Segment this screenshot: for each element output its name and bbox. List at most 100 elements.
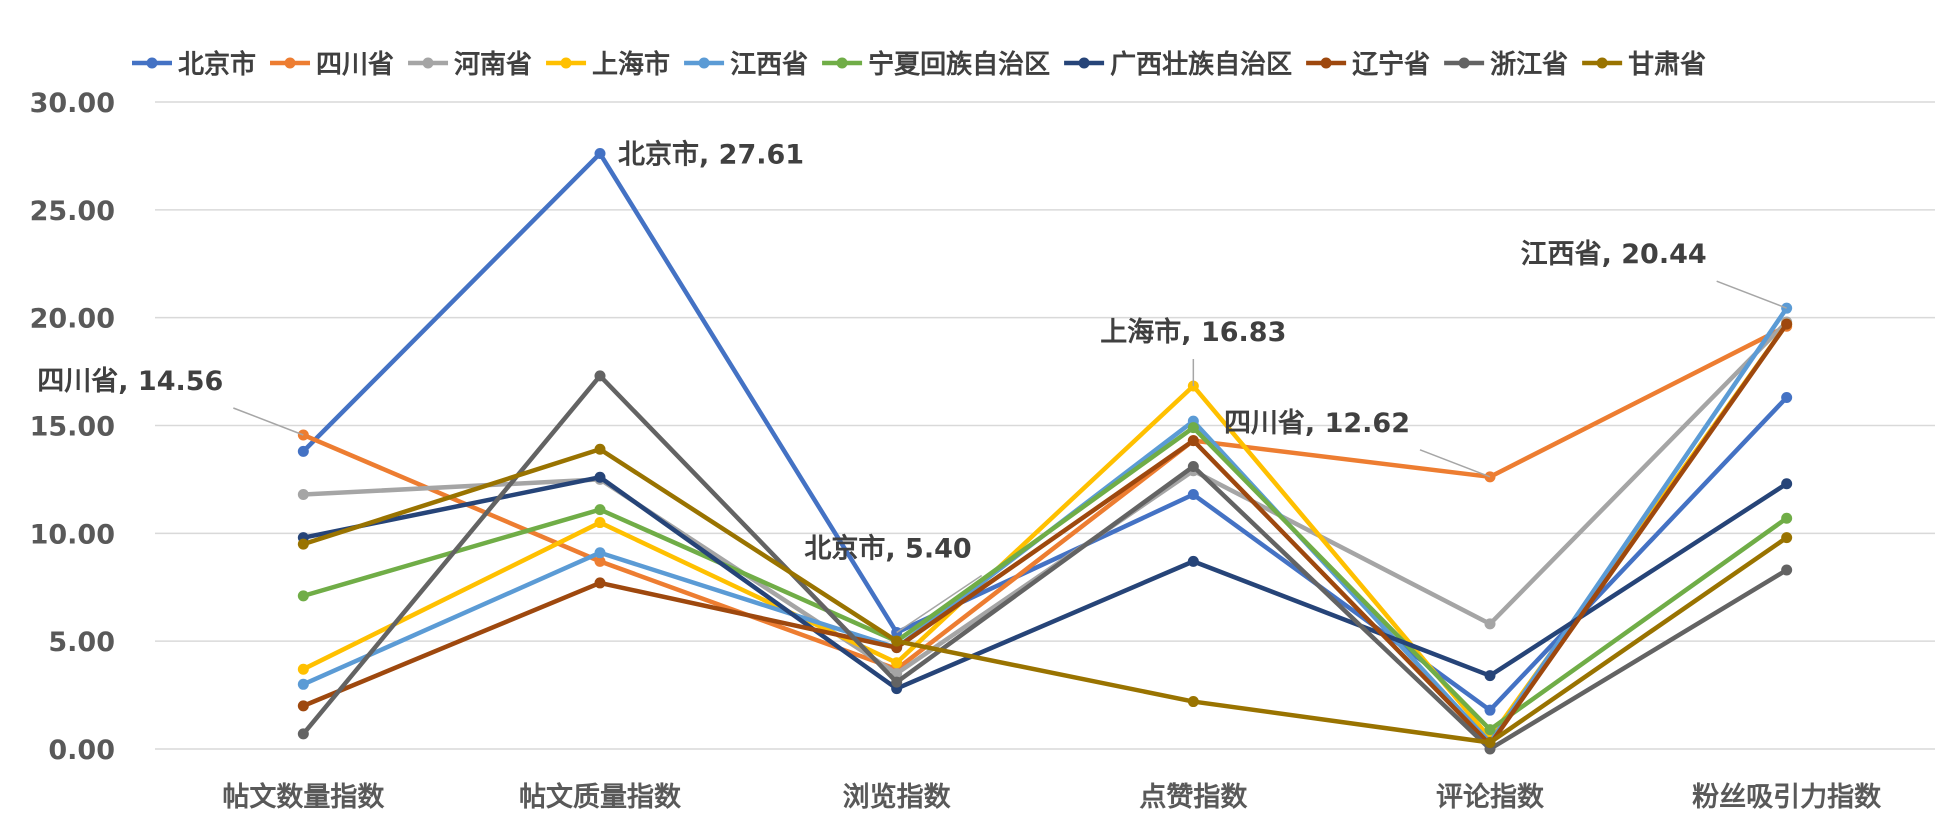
data-point xyxy=(297,728,309,740)
series-line xyxy=(303,320,1789,676)
legend-label: 辽宁省 xyxy=(1352,49,1430,80)
data-point xyxy=(1484,670,1496,682)
legend-item: 北京市 xyxy=(132,49,256,80)
series-line xyxy=(302,475,1788,691)
series-line xyxy=(301,151,1789,713)
legend-label: 甘肃省 xyxy=(1628,50,1706,80)
legend-item: 辽宁省 xyxy=(1306,49,1430,80)
legend-item: 四川省 xyxy=(270,50,394,80)
legend-item: 广西壮族自治区 xyxy=(1064,49,1292,80)
series-line xyxy=(302,324,1788,672)
series-line xyxy=(301,373,1788,752)
legend-marker xyxy=(1320,57,1332,69)
legend-label: 江西省 xyxy=(730,50,808,80)
y-tick-label: 10.00 xyxy=(30,519,115,550)
legend-marker xyxy=(698,57,710,69)
annotation-leader xyxy=(233,407,304,436)
legend-marker xyxy=(284,57,296,69)
y-tick-label: 5.00 xyxy=(48,627,115,658)
data-point xyxy=(1781,512,1793,524)
x-axis-ticks: 帖文数量指数 帖文质量指数 浏览指数 点赞指数 评论指数 粉丝吸引力指数 xyxy=(222,781,1882,813)
legend-marker xyxy=(146,57,158,69)
legend-label: 四川省 xyxy=(316,50,394,80)
data-point xyxy=(1781,564,1793,576)
data-point xyxy=(1187,696,1199,708)
data-point xyxy=(297,445,309,457)
legend-label: 浙江省 xyxy=(1490,50,1568,80)
legend-marker xyxy=(1596,57,1608,69)
legend-item: 上海市 xyxy=(546,49,670,80)
series-10 xyxy=(297,443,1793,749)
series-6 xyxy=(297,422,1793,736)
legend-item: 宁夏回族自治区 xyxy=(822,49,1050,80)
data-point xyxy=(1484,724,1496,736)
legend-item: 浙江省 xyxy=(1444,50,1568,80)
series-line xyxy=(302,425,1788,732)
series-2 xyxy=(297,320,1793,675)
data-point xyxy=(1781,391,1793,403)
data-annotations: 北京市, 27.61 四川省, 14.56 北京市, 5.40 上海市, 16.83 四… xyxy=(37,139,1787,634)
series-7 xyxy=(297,471,1793,695)
legend: 北京市 四川省 河南省 上海市 江西省 宁夏回族自治区 广西壮族自治区 辽宁省 浙江省 甘肃省 xyxy=(132,49,1706,80)
legend-item: 甘肃省 xyxy=(1582,50,1706,80)
data-label: 江西省, 20.44 xyxy=(1521,239,1707,270)
data-point xyxy=(1187,422,1199,434)
x-tick-label: 评论指数 xyxy=(1436,782,1545,813)
y-tick-label: 25.00 xyxy=(30,196,115,227)
annotation-leader xyxy=(896,574,983,634)
data-point xyxy=(1781,318,1793,330)
data-point xyxy=(594,547,606,559)
data-point xyxy=(891,676,903,688)
data-point xyxy=(594,443,606,455)
data-point xyxy=(1781,532,1793,544)
data-point xyxy=(594,471,606,483)
x-tick-label: 帖文数量指数 xyxy=(222,781,385,813)
legend-label: 北京市 xyxy=(178,49,256,80)
data-point xyxy=(594,555,606,567)
y-axis-ticks: 0.00 5.00 10.00 15.00 20.00 25.00 30.00 xyxy=(30,88,115,766)
data-label: 北京市, 27.61 xyxy=(618,139,804,171)
legend-label: 宁夏回族自治区 xyxy=(868,49,1050,80)
series-1 xyxy=(297,148,1793,716)
legend-marker xyxy=(422,57,434,69)
data-label: 上海市, 16.83 xyxy=(1100,316,1286,348)
data-label: 北京市, 5.40 xyxy=(804,533,971,565)
legend-item: 江西省 xyxy=(684,50,808,80)
legend-marker xyxy=(1078,57,1090,69)
y-tick-label: 20.00 xyxy=(30,304,115,335)
x-tick-label: 粉丝吸引力指数 xyxy=(1692,782,1882,813)
data-label: 四川省, 14.56 xyxy=(37,366,223,397)
data-point xyxy=(1484,618,1496,630)
x-tick-label: 帖文质量指数 xyxy=(519,781,682,813)
y-tick-label: 0.00 xyxy=(48,735,115,766)
series-line xyxy=(302,446,1788,745)
data-point xyxy=(1781,478,1793,490)
y-tick-label: 30.00 xyxy=(30,88,115,119)
series-lines xyxy=(297,148,1793,755)
x-tick-label: 点赞指数 xyxy=(1139,782,1248,813)
data-point xyxy=(297,590,309,602)
gridlines xyxy=(155,101,1935,750)
data-point xyxy=(1484,737,1496,749)
data-point xyxy=(594,370,606,382)
data-point xyxy=(594,577,606,589)
data-point xyxy=(297,678,309,690)
series-line xyxy=(302,322,1789,747)
y-tick-label: 15.00 xyxy=(30,412,115,443)
data-point xyxy=(1484,704,1496,716)
legend-label: 上海市 xyxy=(592,49,670,80)
legend-marker xyxy=(1458,57,1470,69)
legend-marker xyxy=(560,57,572,69)
data-point xyxy=(297,663,309,675)
data-point xyxy=(891,635,903,647)
legend-marker xyxy=(836,57,848,69)
legend-item: 河南省 xyxy=(408,50,532,80)
data-point xyxy=(594,148,606,160)
data-point xyxy=(297,489,309,501)
legend-label: 河南省 xyxy=(454,50,532,80)
data-point xyxy=(297,700,309,712)
x-tick-label: 浏览指数 xyxy=(843,781,952,813)
legend-label: 广西壮族自治区 xyxy=(1110,49,1292,80)
